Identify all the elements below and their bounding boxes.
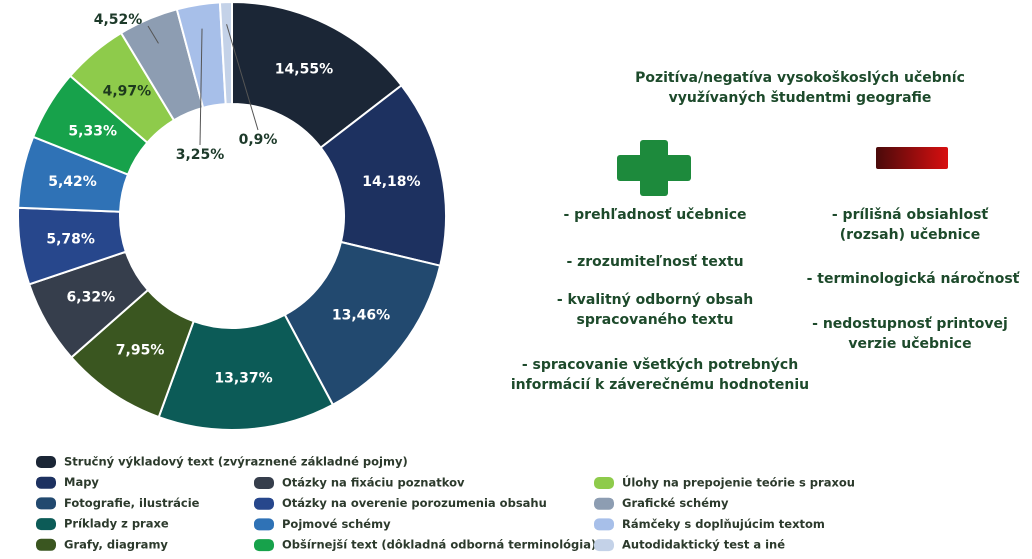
- slice-label: 5,42%: [48, 174, 97, 190]
- donut-slice: [218, 0, 233, 106]
- legend-swatch: [36, 497, 56, 510]
- legend-label: Autodidaktický test a iné: [622, 538, 785, 552]
- slice-label: 4,52%: [94, 12, 143, 28]
- slice-label: 6,32%: [67, 289, 116, 305]
- legend-label: Úlohy na prepojenie teórie s praxou: [622, 475, 855, 490]
- slice-label: 13,37%: [214, 371, 272, 387]
- positive-item: - kvalitný odborný obsah: [557, 292, 753, 308]
- legend-swatch: [254, 477, 274, 489]
- legend-swatch: [36, 538, 56, 551]
- legend-swatch: [594, 518, 614, 531]
- legend-label: Rámčeky s doplňujúcim textom: [622, 517, 825, 531]
- legend-swatch: [254, 518, 274, 531]
- slice-label: 13,46%: [332, 308, 390, 324]
- negative-item: (rozsah) učebnice: [840, 227, 980, 243]
- legend-swatch: [36, 476, 56, 489]
- leader-line: [199, 28, 203, 146]
- slice-label: 7,95%: [116, 343, 165, 359]
- legend-swatch: [594, 539, 614, 552]
- legend-label: Mapy: [64, 475, 99, 489]
- legend-label: Grafy, diagramy: [64, 537, 168, 551]
- negative-item: - terminologická náročnosť: [807, 271, 1021, 287]
- negative-item: - prílišná obsiahlosť: [832, 207, 990, 223]
- legend-swatch: [254, 539, 274, 552]
- negative-item: - nedostupnosť printovej: [812, 316, 1008, 332]
- legend-label: Fotografie, ilustrácie: [64, 496, 200, 510]
- legend-label: Stručný výkladový text (zvýraznené zákla…: [64, 455, 408, 469]
- slice-label: 5,33%: [68, 123, 117, 139]
- leader-line: [147, 25, 159, 44]
- legend-swatch: [254, 497, 274, 510]
- positive-item: spracovaného textu: [577, 312, 734, 328]
- legend-label: Príklady z praxe: [64, 517, 169, 531]
- positive-item: - zrozumiteľnosť textu: [566, 254, 743, 270]
- legend-swatch: [594, 477, 614, 489]
- legend-swatch: [36, 456, 56, 468]
- positive-item: - prehľadnosť učebnice: [563, 207, 746, 223]
- panel-title: využívaných študentmi geografie: [669, 90, 932, 106]
- negative-item: verzie učebnice: [848, 336, 971, 352]
- donut-slice: [231, 0, 403, 150]
- legend-label: Grafické schémy: [622, 496, 729, 510]
- legend-label: Otázky na overenie porozumenia obsahu: [282, 496, 547, 510]
- legend-label: Pojmové schémy: [282, 517, 391, 531]
- slice-label: 14,55%: [275, 62, 333, 78]
- slice-label: 0,9%: [239, 132, 278, 148]
- legend-label: Obšírnejší text (dôkladná odborná termin…: [282, 538, 596, 552]
- slice-label: 3,25%: [176, 147, 225, 163]
- minus-icon: [876, 147, 948, 169]
- panel-title: Pozitíva/negatíva vysokoškoslých učebníc: [635, 70, 965, 86]
- panel: Pozitíva/negatíva vysokoškoslých učebníc…: [511, 70, 1021, 393]
- positive-item: - spracovanie všetkých potrebných: [522, 357, 798, 373]
- leader-line: [226, 24, 259, 131]
- slice-label: 14,18%: [362, 174, 420, 190]
- legend-swatch: [36, 518, 56, 531]
- slice-label: 5,78%: [46, 231, 95, 247]
- legend-swatch: [594, 497, 614, 510]
- slice-label: 4,97%: [103, 83, 152, 99]
- positive-item: informácií k záverečnému hodnoteniu: [511, 377, 809, 393]
- plus-icon: [617, 140, 691, 196]
- legend-label: Otázky na fixáciu poznatkov: [282, 476, 465, 490]
